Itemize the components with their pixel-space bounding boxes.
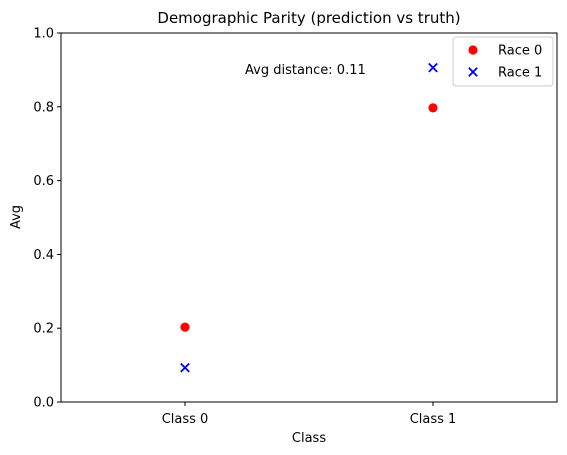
x-tick-label: Class 0 [162,412,209,427]
x-axis-ticks: Class 0 Class 1 [162,402,457,427]
legend-marker-0 [468,45,478,55]
y-axis-label: Avg [9,205,24,229]
data-points [180,62,438,373]
point-series-1-class-1 [428,62,438,73]
legend-entries: Race 0 Race 1 [468,44,542,81]
y-tick-label: 0.0 [33,396,54,411]
legend-frame [452,36,554,87]
legend-marker-1 [468,67,478,77]
x-axis-label: Class [292,431,326,446]
y-tick-label: 0.8 [33,100,54,115]
x-tick-label: Class 1 [410,412,457,427]
legend-marker-1-stroke [468,67,478,77]
y-axis-ticks: 0.0 0.2 0.4 0.6 0.8 1.0 [33,27,61,411]
legend: Race 0 Race 1 [452,36,554,87]
legend-label: Race 0 [498,44,542,59]
point-series-1-class-0 [180,362,190,373]
chart-title: Demographic Parity (prediction vs truth) [157,9,460,27]
y-tick-label: 0.6 [33,174,54,189]
point-series-1-class-0-stroke [180,362,190,373]
plot-frame [60,32,558,403]
legend-label: Race 1 [498,66,542,81]
point-series-1-class-1-stroke [428,62,438,73]
y-tick-label: 0.2 [33,322,54,337]
y-tick-label: 0.4 [33,248,54,263]
point-series-0-class-0 [180,322,190,332]
y-tick-label: 1.0 [33,27,54,42]
point-series-0-class-1 [428,103,438,113]
avg-distance-annotation: Avg distance: 0.11 [245,63,366,78]
